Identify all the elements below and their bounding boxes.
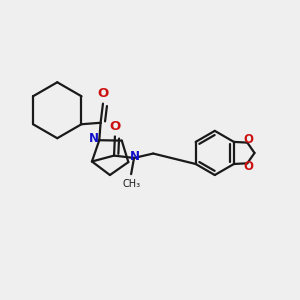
- Text: O: O: [243, 160, 253, 173]
- Text: O: O: [109, 120, 121, 133]
- Text: N: N: [130, 150, 140, 163]
- Text: N: N: [89, 132, 99, 145]
- Text: CH₃: CH₃: [123, 178, 141, 189]
- Text: O: O: [243, 133, 253, 146]
- Text: O: O: [97, 87, 109, 100]
